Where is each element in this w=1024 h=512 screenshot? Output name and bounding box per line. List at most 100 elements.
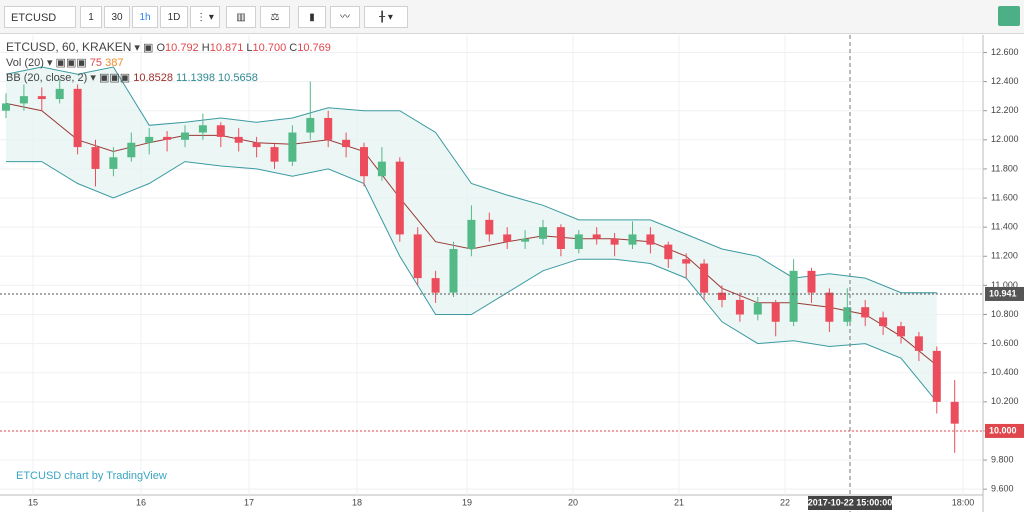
chart-style-button[interactable]: ▮ xyxy=(298,6,326,28)
candle-body xyxy=(843,307,852,322)
y-tick-label: 10.200 xyxy=(991,396,1019,406)
interval-button[interactable]: 30 xyxy=(104,6,130,28)
y-tick-label: 11.000 xyxy=(991,280,1018,290)
price-tag xyxy=(985,286,1024,301)
candle-body xyxy=(771,302,780,322)
ohlc-key: O xyxy=(156,42,166,54)
candle-body xyxy=(342,139,351,148)
candle-body xyxy=(807,270,816,293)
candle-body xyxy=(914,336,923,351)
candle-body xyxy=(413,234,422,279)
x-tick-label: 20 xyxy=(568,497,578,507)
candle-body xyxy=(163,136,172,140)
candle-body xyxy=(700,263,709,293)
indicators-button[interactable]: ▥ xyxy=(226,6,256,28)
candle-body xyxy=(145,136,154,143)
symbol-input[interactable]: ETCUSD xyxy=(4,6,76,28)
x-tick-label: 22 xyxy=(780,497,790,507)
y-tick-label: 12.600 xyxy=(991,47,1019,57)
interval-menu[interactable]: ⋮ ▾ xyxy=(190,6,220,28)
candle-body xyxy=(682,259,691,264)
candle-body xyxy=(574,234,583,249)
candle-body xyxy=(234,136,243,143)
x-tick-label: 19 xyxy=(462,497,472,507)
x-tick-label: 18:00 xyxy=(952,497,975,507)
candle-body xyxy=(556,227,565,249)
candle-body xyxy=(897,326,905,337)
x-tick-label: 21 xyxy=(674,497,684,507)
legend-title: ETCUSD, 60, KRAKEN xyxy=(6,40,132,54)
ohlc-value: 10.871 xyxy=(209,42,244,54)
candle-body xyxy=(91,147,100,169)
candle-body xyxy=(377,161,386,177)
crosshair-time-tag xyxy=(808,496,892,510)
y-tick-label: 9.600 xyxy=(991,484,1014,494)
toolbar: ETCUSD 1 30 1h 1D ⋮ ▾ ▥ ⚖ ▮ 〰 ╂ ▾ xyxy=(0,0,1024,34)
legend-vol: Vol (20) ▾ ▣▣▣ 75 387 xyxy=(6,57,124,69)
interval-button[interactable]: 1h xyxy=(132,6,158,28)
candle-body xyxy=(252,142,261,148)
candle-body xyxy=(216,125,225,137)
candle-body xyxy=(73,88,82,148)
candle-body xyxy=(485,219,494,235)
snapshot-button[interactable] xyxy=(998,6,1020,26)
y-tick-label: 11.400 xyxy=(991,222,1018,232)
candle-body xyxy=(306,117,315,133)
bb-line xyxy=(5,66,937,294)
candle-body xyxy=(181,132,189,140)
candle-body xyxy=(503,234,512,242)
ohlc-value: 10.769 xyxy=(297,42,331,54)
candle-body xyxy=(19,96,28,104)
y-tick-label: 11.800 xyxy=(991,163,1018,173)
ohlc-key: H xyxy=(201,42,210,54)
x-tick-label: 15 xyxy=(28,497,38,507)
candle-body xyxy=(521,238,530,242)
candle-body xyxy=(127,142,136,158)
drawing-button[interactable]: ╂ ▾ xyxy=(364,6,408,28)
candle-body xyxy=(431,278,440,293)
candle-body xyxy=(539,227,547,239)
legend-bb: BB (20, close, 2) ▾ ▣▣▣ 10.8528 11.1398 … xyxy=(6,72,258,84)
y-tick-label: 12.000 xyxy=(991,134,1019,144)
candle-body xyxy=(2,103,10,111)
candle-body xyxy=(628,234,637,245)
vol-value: 387 xyxy=(105,57,124,69)
candle-body xyxy=(735,299,744,315)
candle-body xyxy=(360,147,368,177)
interval-button[interactable]: 1D xyxy=(160,6,188,28)
line-button[interactable]: 〰 xyxy=(330,6,360,28)
interval-button[interactable]: 1 xyxy=(80,6,102,28)
candle-body xyxy=(55,88,64,100)
y-tick-label: 12.400 xyxy=(991,76,1019,86)
candle-body xyxy=(37,96,46,100)
y-tick-label: 11.200 xyxy=(991,251,1018,261)
candle-body xyxy=(610,238,619,245)
bb-label: BB (20, close, 2) xyxy=(6,72,88,84)
compare-button[interactable]: ⚖ xyxy=(260,6,290,28)
ohlc-key: L xyxy=(246,42,253,54)
candle-body xyxy=(288,132,297,162)
y-tick-label: 12.200 xyxy=(991,105,1019,115)
y-tick-label: 10.800 xyxy=(991,309,1019,319)
vol-value: 75 xyxy=(89,57,103,69)
watermark[interactable]: ETCUSD chart by TradingView xyxy=(16,470,167,482)
candle-body xyxy=(198,125,207,133)
x-tick-label: 18 xyxy=(352,497,362,507)
vol-label: Vol (20) xyxy=(6,57,44,69)
candle-body xyxy=(592,234,601,239)
candle-body xyxy=(825,292,834,322)
y-tick-label: 10.400 xyxy=(991,367,1019,377)
candle-body xyxy=(950,401,959,424)
candle-body xyxy=(664,244,673,260)
candle-body xyxy=(753,302,762,315)
y-tick-label: 11.600 xyxy=(991,192,1018,202)
crosshair-time-label: 2017-10-22 15:00:00 xyxy=(808,497,893,507)
candle-body xyxy=(718,292,726,300)
x-tick-label: 17 xyxy=(244,497,254,507)
legend-main: ETCUSD, 60, KRAKEN ▾ ▣ O10.792 H10.871 L… xyxy=(6,40,331,54)
y-tick-label: 9.800 xyxy=(991,454,1014,464)
candle-body xyxy=(395,161,404,235)
ohlc-value: 10.700 xyxy=(252,42,287,54)
